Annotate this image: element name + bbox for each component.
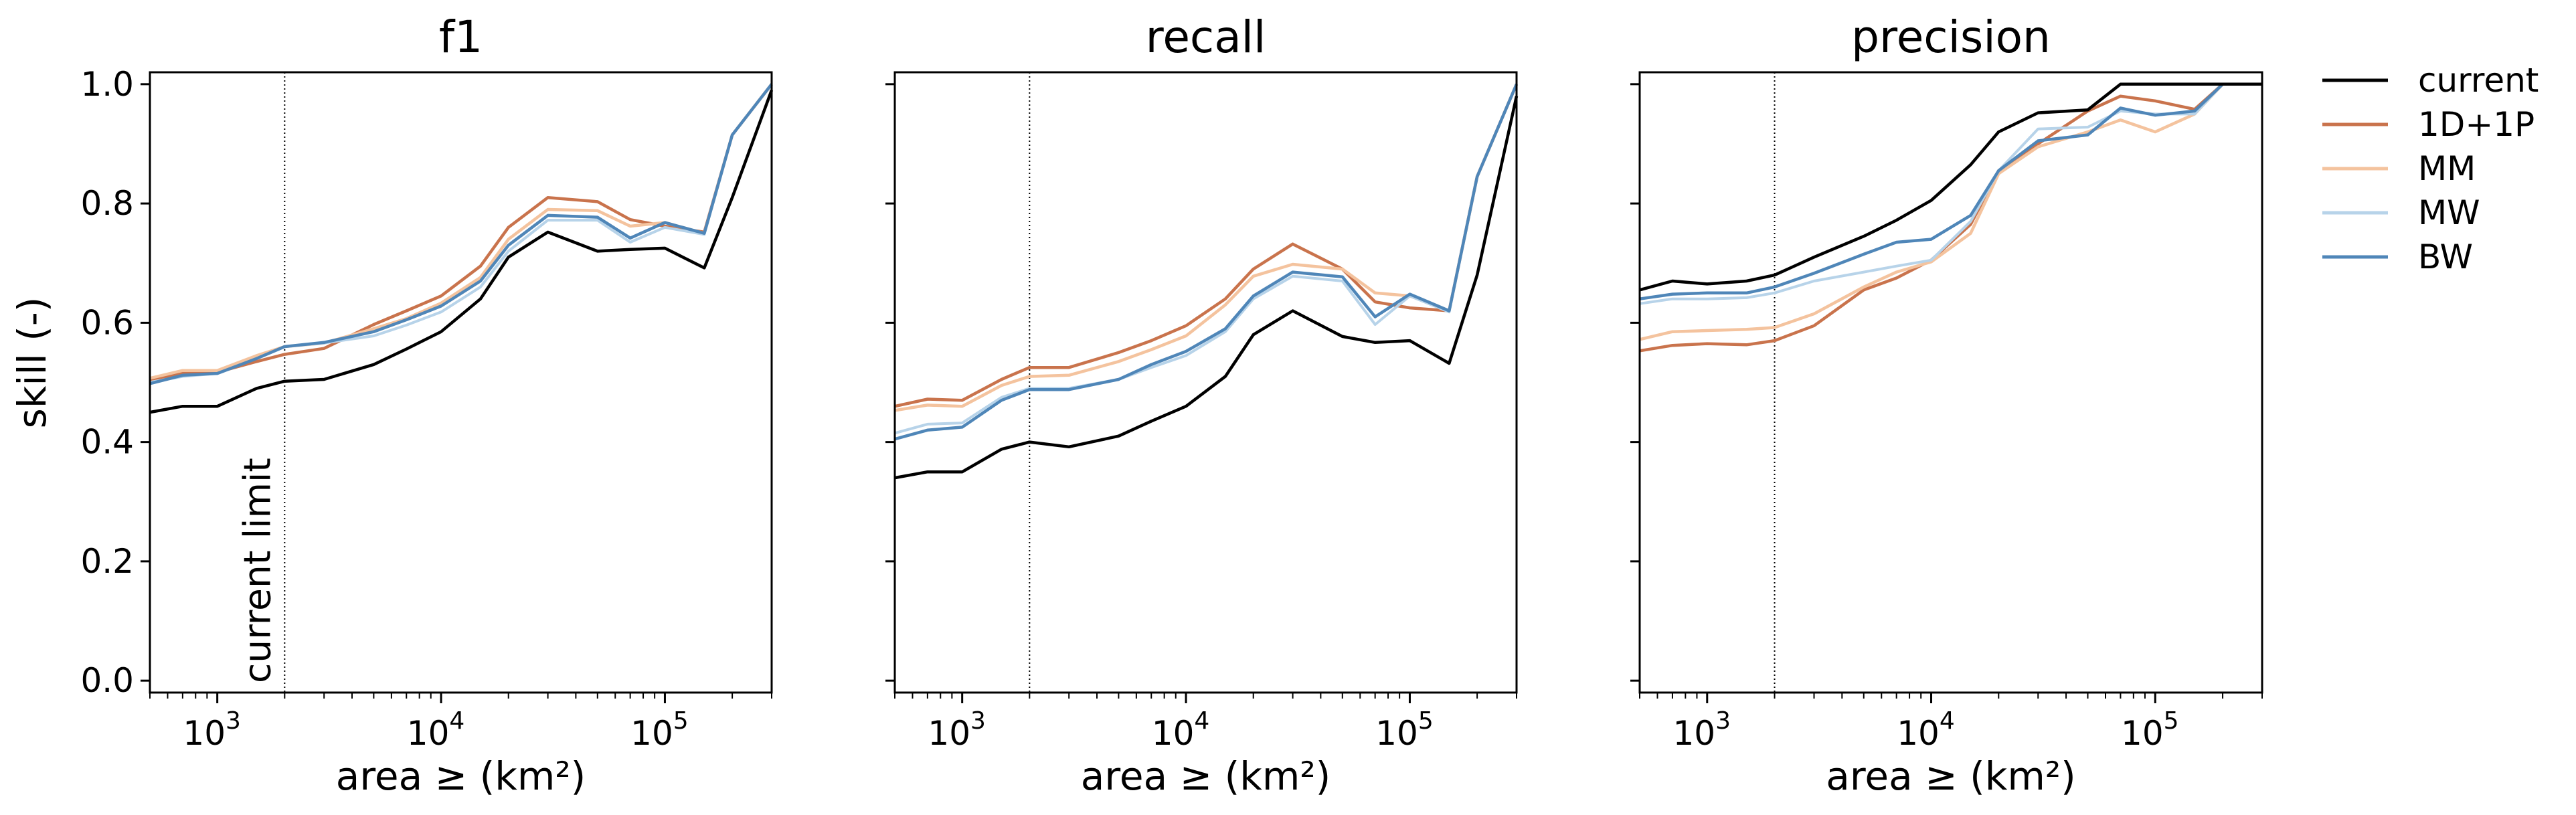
x-axis-label: area ≥ (km²): [1081, 753, 1330, 799]
y-tick-label: 0.4: [80, 423, 134, 462]
x-tick-base: 10: [630, 714, 673, 753]
x-tick-exponent: 5: [1418, 707, 1434, 735]
y-ticks: [1630, 83, 1640, 682]
x-tick-exponent: 3: [970, 707, 986, 735]
x-tick-exponent: 5: [673, 707, 689, 735]
x-tick-exponent: 3: [1715, 707, 1731, 735]
legend-label: MW: [2418, 193, 2480, 232]
series-line-current: [1639, 82, 2262, 292]
legend-entry-current: current: [2322, 61, 2539, 100]
x-ticks: 103 104 105: [149, 693, 772, 753]
x-tick-label: 103: [1673, 707, 1731, 753]
x-axis-label: area ≥ (km²): [336, 753, 586, 799]
legend-entry-bw: BW: [2322, 238, 2473, 276]
y-tick-label: 0.8: [80, 184, 134, 223]
x-tick-label: 103: [928, 707, 986, 753]
x-tick-label: 104: [1897, 707, 1955, 753]
x-tick-exponent: 4: [1194, 707, 1209, 735]
series-line-mw: [1639, 82, 2262, 305]
y-ticks: [885, 83, 895, 682]
x-tick-base: 10: [183, 714, 226, 753]
series-line-mm: [149, 83, 773, 380]
series-group: [149, 83, 774, 414]
x-tick-label: 103: [183, 707, 241, 753]
y-tick-label: 1.0: [80, 65, 134, 104]
x-tick-exponent: 3: [226, 707, 241, 735]
y-tick-label: 0.2: [80, 542, 134, 581]
axes-frame: [893, 71, 1518, 694]
series-line-mm: [894, 83, 1519, 412]
x-tick-label: 105: [2121, 707, 2179, 753]
x-axis-label: area ≥ (km²): [1826, 753, 2075, 799]
reference-line-label: current limit: [236, 458, 278, 683]
series-line-mm: [1639, 82, 2262, 341]
x-tick-exponent: 4: [1940, 707, 1955, 735]
y-tick-label: 0.0: [80, 661, 134, 700]
y-tick-label: 0.6: [80, 303, 134, 342]
series-line-bw: [894, 83, 1519, 441]
series-line-1d-1p: [149, 83, 773, 381]
legend-label: BW: [2418, 238, 2473, 276]
series-line-mw: [894, 84, 1518, 435]
x-tick-label: 105: [630, 707, 689, 753]
axes-frame: [1638, 71, 2263, 694]
x-tick-base: 10: [1375, 714, 1418, 753]
series-line-current: [894, 96, 1519, 480]
legend-entry-mm: MM: [2322, 149, 2476, 188]
x-tick-base: 10: [2121, 714, 2164, 753]
y-axis-label-group: skill (-): [9, 297, 55, 429]
panel-title: recall: [1146, 11, 1266, 63]
x-tick-exponent: 4: [449, 707, 464, 735]
series-line-1d-1p: [894, 83, 1519, 408]
series-line-bw: [1639, 82, 2262, 300]
x-ticks: 103 104 105: [1639, 693, 2263, 753]
series-line-mw: [149, 83, 773, 384]
axes-frame: [149, 71, 773, 694]
x-tick-base: 10: [407, 714, 450, 753]
panel-title: f1: [439, 11, 483, 63]
x-ticks: 103 104 105: [894, 693, 1517, 753]
y-axis-label: skill (-): [9, 297, 55, 429]
series-group: [894, 83, 1519, 480]
series-line-current: [149, 89, 774, 414]
x-tick-base: 10: [1897, 714, 1940, 753]
legend-label: 1D+1P: [2418, 105, 2535, 144]
legend-label: MM: [2418, 149, 2476, 188]
series-line-bw: [149, 83, 773, 385]
panel-title: precision: [1851, 11, 2051, 63]
x-tick-label: 104: [407, 707, 465, 753]
y-ticks: 0.0 0.2 0.4 0.6 0.8 1.0: [80, 65, 150, 700]
legend-label: current: [2418, 61, 2539, 100]
legend-entry-1d-1p: 1D+1P: [2322, 105, 2535, 144]
series-group: [1639, 82, 2262, 353]
x-tick-base: 10: [928, 714, 970, 753]
x-tick-exponent: 5: [2164, 707, 2179, 735]
legend-entry-mw: MW: [2322, 193, 2480, 232]
x-tick-base: 10: [1673, 714, 1716, 753]
legend: current 1D+1P MM MW BW: [2322, 61, 2539, 276]
x-tick-label: 104: [1152, 707, 1210, 753]
x-tick-base: 10: [1152, 714, 1195, 753]
x-tick-label: 105: [1375, 707, 1434, 753]
